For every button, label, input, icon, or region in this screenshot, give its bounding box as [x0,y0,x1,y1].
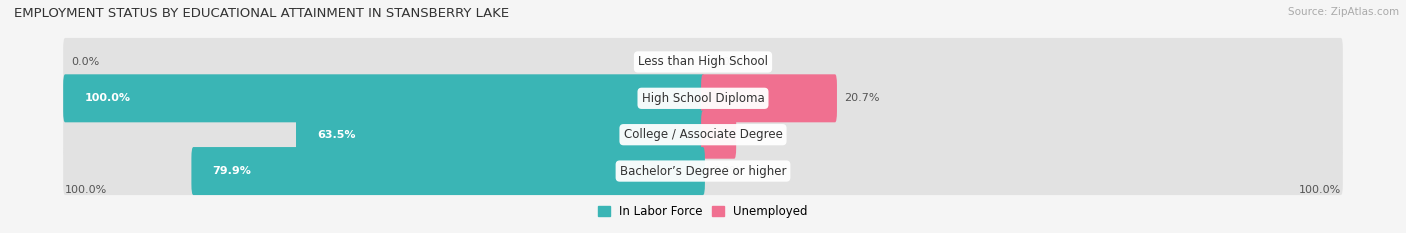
Text: 0.0%: 0.0% [713,57,741,67]
FancyBboxPatch shape [63,74,1343,122]
Text: 79.9%: 79.9% [212,166,252,176]
Legend: In Labor Force, Unemployed: In Labor Force, Unemployed [598,205,808,218]
Text: 20.7%: 20.7% [845,93,880,103]
FancyBboxPatch shape [63,111,1343,159]
Text: Source: ZipAtlas.com: Source: ZipAtlas.com [1288,7,1399,17]
Text: 63.5%: 63.5% [318,130,356,140]
FancyBboxPatch shape [702,74,837,122]
Text: 4.9%: 4.9% [744,130,772,140]
Text: High School Diploma: High School Diploma [641,92,765,105]
Text: College / Associate Degree: College / Associate Degree [624,128,782,141]
FancyBboxPatch shape [63,147,1343,195]
Text: 0.0%: 0.0% [713,166,741,176]
FancyBboxPatch shape [63,38,1343,86]
Text: Less than High School: Less than High School [638,55,768,69]
Text: Bachelor’s Degree or higher: Bachelor’s Degree or higher [620,164,786,178]
Text: 100.0%: 100.0% [1299,185,1341,195]
FancyBboxPatch shape [702,111,737,159]
FancyBboxPatch shape [191,147,704,195]
FancyBboxPatch shape [63,74,704,122]
Text: 100.0%: 100.0% [65,185,107,195]
Text: 0.0%: 0.0% [72,57,100,67]
FancyBboxPatch shape [297,111,704,159]
Text: EMPLOYMENT STATUS BY EDUCATIONAL ATTAINMENT IN STANSBERRY LAKE: EMPLOYMENT STATUS BY EDUCATIONAL ATTAINM… [14,7,509,20]
Text: 100.0%: 100.0% [84,93,131,103]
